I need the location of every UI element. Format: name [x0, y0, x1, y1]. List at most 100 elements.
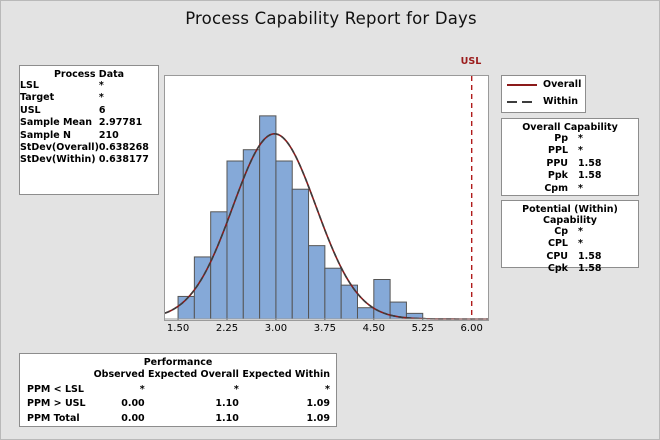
process-data-row: StDev(Overall) 0.638268 [20, 142, 158, 154]
process-data-value: * [98, 92, 104, 104]
x-axis-tick-label: 4.50 [362, 323, 385, 334]
x-axis-tick-label: 6.00 [460, 323, 483, 334]
capability-label: PPU [546, 157, 568, 169]
performance-cell: 1.09 [306, 398, 330, 410]
histogram-bar [259, 115, 277, 320]
process-data-value: * [98, 80, 104, 91]
overall-capability-header: Overall Capability [522, 122, 618, 133]
capability-value: 1.58 [578, 263, 602, 275]
capability-value: * [578, 226, 583, 237]
performance-cell: 0.00 [121, 412, 145, 424]
process-data-row: Target * [20, 92, 158, 104]
process-data-row: USL 6 [20, 105, 158, 117]
process-data-label: LSL [20, 80, 39, 91]
capability-label: Pp [554, 133, 568, 144]
performance-row-label: PPM < LSL [27, 383, 84, 395]
performance-row: PPM > USL 0.00 1.10 1.09 [20, 397, 336, 412]
capability-value: * [578, 182, 583, 194]
within-capability-header: Potential (Within) Capability [522, 204, 618, 226]
histogram-bar [356, 307, 375, 320]
x-axis-tick-labels: 1.50 2.25 3.00 3.75 4.50 5.25 6.00 [164, 323, 489, 337]
capability-row: PPL * [502, 145, 638, 157]
solid-line-icon [507, 80, 537, 90]
histogram-plot [164, 75, 489, 321]
capability-label: Ppk [547, 170, 568, 182]
legend-item: Within [502, 93, 585, 110]
process-data-row: Sample N 210 [20, 130, 158, 142]
process-data-label: Sample N [20, 129, 71, 141]
histogram-bar [324, 267, 342, 320]
capability-value: 1.58 [578, 250, 602, 262]
capability-row: PPU 1.58 [502, 158, 638, 170]
process-data-value: 0.638177 [98, 154, 149, 166]
process-data-label: Sample Mean [20, 117, 93, 129]
performance-cell: 1.09 [306, 412, 330, 424]
performance-cell: * [233, 383, 239, 395]
process-data-row: Sample Mean 2.97781 [20, 117, 158, 129]
x-axis-tick-label: 1.50 [166, 323, 190, 334]
capability-label: Cpk [547, 263, 568, 275]
performance-column-header: Expected Within [242, 369, 330, 380]
capability-row: Cpm * [502, 183, 638, 195]
process-data-header: Process Data [53, 69, 125, 80]
process-data-label: StDev(Overall) [20, 142, 99, 154]
process-data-value: 0.638268 [98, 142, 149, 154]
histogram-svg [165, 76, 488, 320]
capability-label: Cp [554, 226, 568, 237]
process-data-box: Process Data LSL * Target * USL 6 Sample Mean 2… [19, 65, 159, 195]
legend-label: Overall [543, 79, 582, 90]
within-capability-box: Potential (Within) Capability Cp * CPL * CPU… [501, 200, 639, 274]
performance-box: Performance Observed Expected Overall Expe… [19, 353, 337, 427]
performance-cell: 1.10 [215, 398, 239, 410]
performance-row: PPM Total 0.00 1.10 1.09 [20, 412, 336, 427]
performance-column-header: Observed [93, 369, 145, 380]
dashed-line-icon [507, 97, 537, 107]
capability-value: * [578, 133, 583, 144]
performance-row: PPM < LSL * * * [20, 383, 336, 398]
capability-row: Ppk 1.58 [502, 170, 638, 182]
process-data-label: StDev(Within) [20, 154, 96, 166]
legend-item: Overall [502, 76, 585, 93]
process-data-value: 2.97781 [98, 117, 143, 129]
performance-header: Performance [143, 357, 213, 368]
process-data-label: Target [20, 92, 55, 104]
capability-row: Pp * [502, 133, 638, 145]
performance-column-header: Expected Overall [147, 369, 239, 380]
x-axis-tick-label: 2.25 [215, 323, 239, 334]
x-axis-tick-label: 3.75 [313, 323, 336, 334]
process-data-row: LSL * [20, 80, 158, 92]
performance-cell: 0.00 [121, 398, 145, 410]
capability-label: CPL [548, 238, 568, 250]
overall-capability-box: Overall Capability Pp * PPL * PPU 1.58 Ppk 1.58… [501, 118, 639, 196]
capability-label: Cpm [544, 182, 568, 194]
capability-row: CPL * [502, 238, 638, 250]
performance-cell: * [139, 383, 145, 395]
histogram-bars [177, 115, 424, 320]
chart-legend: Overall Within [501, 75, 586, 113]
performance-header-row: Observed Expected Overall Expected Within [20, 368, 336, 383]
process-data-table: LSL * Target * USL 6 Sample Mean 2.97781 Sample … [20, 80, 158, 167]
capability-label: PPL [548, 145, 568, 157]
performance-corner-cell [20, 368, 90, 383]
performance-table: Observed Expected Overall Expected Within P… [20, 368, 336, 426]
usl-label: USL [460, 56, 482, 67]
capability-row: Cpk 1.58 [502, 263, 638, 275]
histogram-bar [308, 245, 326, 320]
x-axis-tick-label: 3.00 [264, 323, 288, 334]
process-data-value: 6 [98, 104, 106, 116]
process-data-value: 210 [98, 129, 119, 141]
performance-row-label: PPM > USL [27, 398, 86, 410]
capability-label: CPU [546, 250, 568, 262]
performance-row-label: PPM Total [27, 412, 80, 424]
process-data-row: StDev(Within) 0.638177 [20, 154, 158, 166]
process-data-label: USL [20, 104, 41, 116]
histogram-bar [291, 188, 310, 320]
capability-value: 1.58 [578, 157, 602, 169]
capability-row: Cp * [502, 226, 638, 238]
capability-value: * [578, 238, 583, 250]
page-title: Process Capability Report for Days [185, 9, 477, 28]
capability-value: * [578, 145, 583, 157]
capability-row: CPU 1.58 [502, 251, 638, 263]
x-axis-tick-label: 5.25 [411, 323, 434, 334]
